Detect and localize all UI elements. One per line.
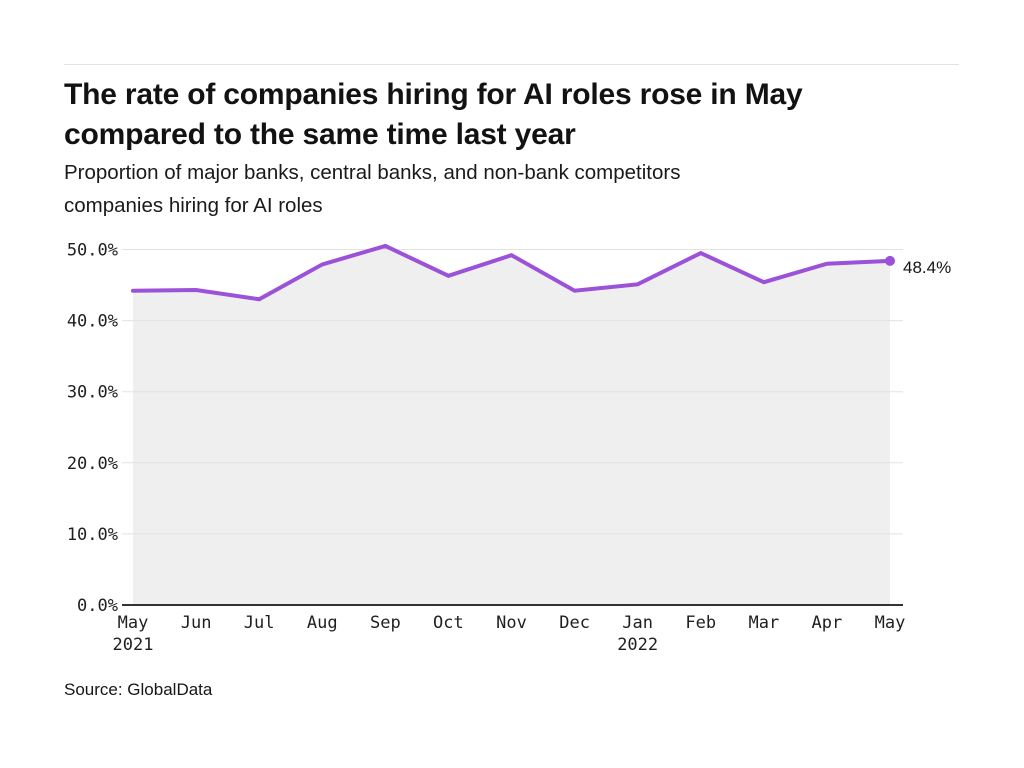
subtitle-line-2: companies hiring for AI roles [64, 194, 323, 217]
x-tick-label: Jan [622, 613, 653, 633]
x-tick-label: Dec [559, 613, 590, 633]
y-tick-label: 20.0% [67, 454, 118, 474]
page-subtitle: Proportion of major banks, central banks… [64, 156, 944, 222]
end-point-marker [885, 255, 895, 266]
end-value-label: 48.4% [903, 258, 951, 277]
x-tick-label: Jun [181, 613, 212, 633]
area-fill [133, 245, 890, 605]
top-divider [64, 64, 959, 65]
y-tick-label: 30.0% [67, 383, 118, 403]
x-tick-label: Apr [812, 613, 843, 633]
y-tick-label: 0.0% [77, 596, 118, 616]
x-tick-label: Jul [244, 613, 275, 633]
subtitle-line-1: Proportion of major banks, central banks… [64, 161, 681, 184]
data-line [131, 243, 892, 302]
x-tick-label: Aug [307, 613, 338, 633]
x-tick-label: Sep [370, 613, 401, 633]
x-tick-label: May [118, 613, 149, 633]
source-text: Source: GlobalData [64, 680, 213, 699]
y-tick-label: 50.0% [67, 241, 118, 261]
x-tick-label: Nov [496, 613, 527, 633]
y-tick-label: 40.0% [67, 312, 118, 332]
x-tick-label: Mar [748, 613, 779, 633]
page-title: The rate of companies hiring for AI role… [64, 75, 944, 155]
x-tick-year-label: 2022 [617, 635, 658, 655]
title-line-1: The rate of companies hiring for AI role… [64, 78, 803, 111]
x-tick-label: Oct [433, 613, 464, 633]
x-tick-label: Feb [685, 613, 716, 633]
x-tick-year-label: 2021 [113, 635, 154, 655]
title-line-2: compared to the same time last year [64, 118, 576, 151]
y-tick-label: 10.0% [67, 525, 118, 545]
x-tick-label: May [875, 613, 906, 633]
